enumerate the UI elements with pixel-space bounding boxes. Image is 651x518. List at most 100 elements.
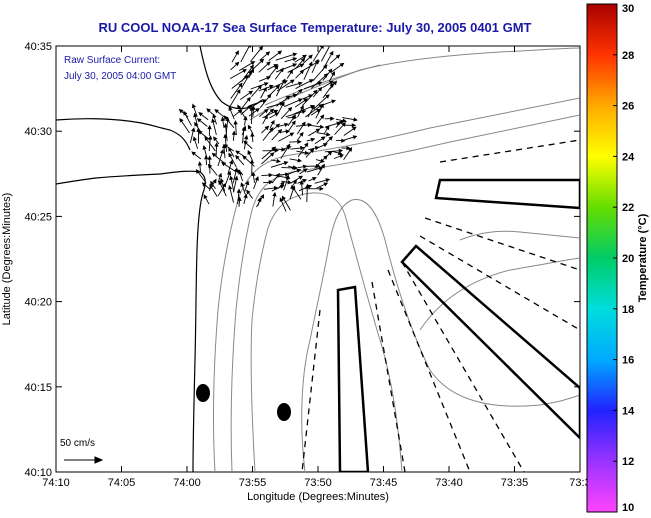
current-vector-head	[257, 84, 262, 90]
current-vector	[305, 104, 323, 118]
y-tick-label: 40:25	[24, 211, 52, 223]
current-vector-head	[218, 180, 223, 186]
current-vector-head	[328, 136, 333, 141]
current-vector-head	[302, 178, 307, 183]
current-vector-head	[320, 163, 325, 169]
current-vector-head	[223, 133, 228, 139]
current-vector-head	[235, 150, 240, 155]
current-vector-head	[228, 146, 233, 152]
current-vector-head	[273, 64, 279, 69]
current-vector-head	[299, 63, 305, 68]
colorbar-tick-label: 18	[622, 304, 634, 316]
x-tick-label: 74:05	[108, 477, 136, 489]
colorbar-ticks: 30 28 26 24 22 20 18 16 14 12 10	[613, 3, 635, 514]
contour-line	[230, 114, 580, 472]
current-vector-head	[289, 132, 295, 137]
current-vector-head	[320, 136, 326, 141]
current-vector-head	[225, 116, 230, 122]
current-vector-head	[251, 171, 256, 177]
current-vector-head	[233, 167, 239, 173]
current-vector-head	[305, 183, 310, 189]
current-vector-head	[335, 54, 341, 59]
current-vector-head	[317, 86, 323, 92]
current-vector-head	[243, 140, 248, 146]
current-vector-head	[228, 106, 233, 111]
current-vector	[310, 73, 328, 89]
current-vector-head	[285, 95, 291, 100]
current-vector-head	[329, 82, 334, 88]
contour-line	[213, 97, 580, 472]
current-vector-head	[228, 185, 233, 190]
current-vector-head	[280, 101, 285, 107]
current-vector-head	[197, 161, 203, 166]
current-vector-head	[308, 79, 314, 84]
current-vector-head	[210, 180, 215, 186]
region-polygon	[400, 244, 580, 440]
current-vector-head	[299, 105, 304, 110]
colorbar-tick-label: 10	[622, 502, 634, 514]
current-vector-head	[237, 196, 242, 202]
current-vector-head	[308, 54, 313, 60]
current-vector-head	[264, 125, 270, 131]
y-tick-label: 40:15	[24, 382, 52, 394]
current-vector-head	[279, 197, 284, 203]
current-vector-head	[266, 93, 272, 99]
current-vector-head	[246, 96, 251, 102]
current-vector-head	[214, 142, 219, 147]
current-vector-head	[227, 170, 232, 176]
current-vector-head	[243, 115, 248, 121]
y-tick-label: 40:20	[24, 297, 52, 309]
region-outlines	[336, 178, 580, 472]
current-vector-head	[259, 58, 265, 64]
current-vector-head	[231, 130, 237, 136]
current-vector-head	[325, 178, 331, 183]
current-vector-head	[229, 159, 234, 165]
current-vector-head	[275, 123, 281, 129]
current-vector-head	[329, 50, 334, 56]
station-marker	[277, 403, 291, 421]
current-vector-head	[222, 182, 227, 188]
current-vector-head	[302, 168, 308, 173]
current-vector-head	[326, 132, 331, 137]
colorbar-tick-label: 28	[622, 50, 634, 62]
current-vector-head	[281, 195, 286, 201]
current-vector-head	[238, 169, 243, 175]
current-vector-head	[276, 158, 281, 164]
current-vector-head	[245, 180, 250, 186]
current-vector-head	[223, 115, 229, 121]
current-vector-head	[208, 135, 213, 140]
region-polygon	[434, 178, 580, 210]
current-vector-head	[207, 163, 213, 169]
y-tick-label: 40:35	[24, 41, 52, 53]
current-vector-head	[247, 149, 252, 155]
current-vector-head	[265, 51, 271, 56]
current-vector-head	[298, 81, 303, 86]
current-vector-head	[316, 108, 321, 113]
colorbar-tick-label: 22	[622, 202, 634, 214]
current-vector-head	[302, 54, 307, 59]
current-vector-head	[304, 142, 309, 148]
current-vector-head	[353, 117, 358, 122]
current-vector-head	[299, 131, 304, 137]
current-vector-head	[221, 162, 226, 167]
current-vector-head	[319, 124, 325, 129]
current-vector-head	[304, 150, 310, 155]
current-vector-head	[270, 119, 275, 125]
current-vector-head	[312, 176, 317, 181]
current-vector-head	[308, 61, 313, 67]
x-tick-label: 73:35	[501, 477, 529, 489]
current-vector-head	[323, 182, 329, 187]
current-vector-head	[263, 82, 269, 87]
current-vector	[275, 53, 297, 61]
current-vector-head	[234, 50, 239, 56]
staten-island-shore	[56, 118, 191, 151]
current-vector-head	[351, 126, 357, 131]
current-vector-head	[212, 178, 217, 184]
current-vector-head	[178, 108, 184, 114]
colorbar-tick-label: 20	[622, 253, 634, 265]
current-vector-head	[273, 109, 279, 114]
current-vector-head	[277, 128, 283, 134]
current-vector-head	[327, 151, 333, 156]
contour-line	[301, 199, 580, 472]
raritan-bay-shore	[56, 173, 161, 185]
